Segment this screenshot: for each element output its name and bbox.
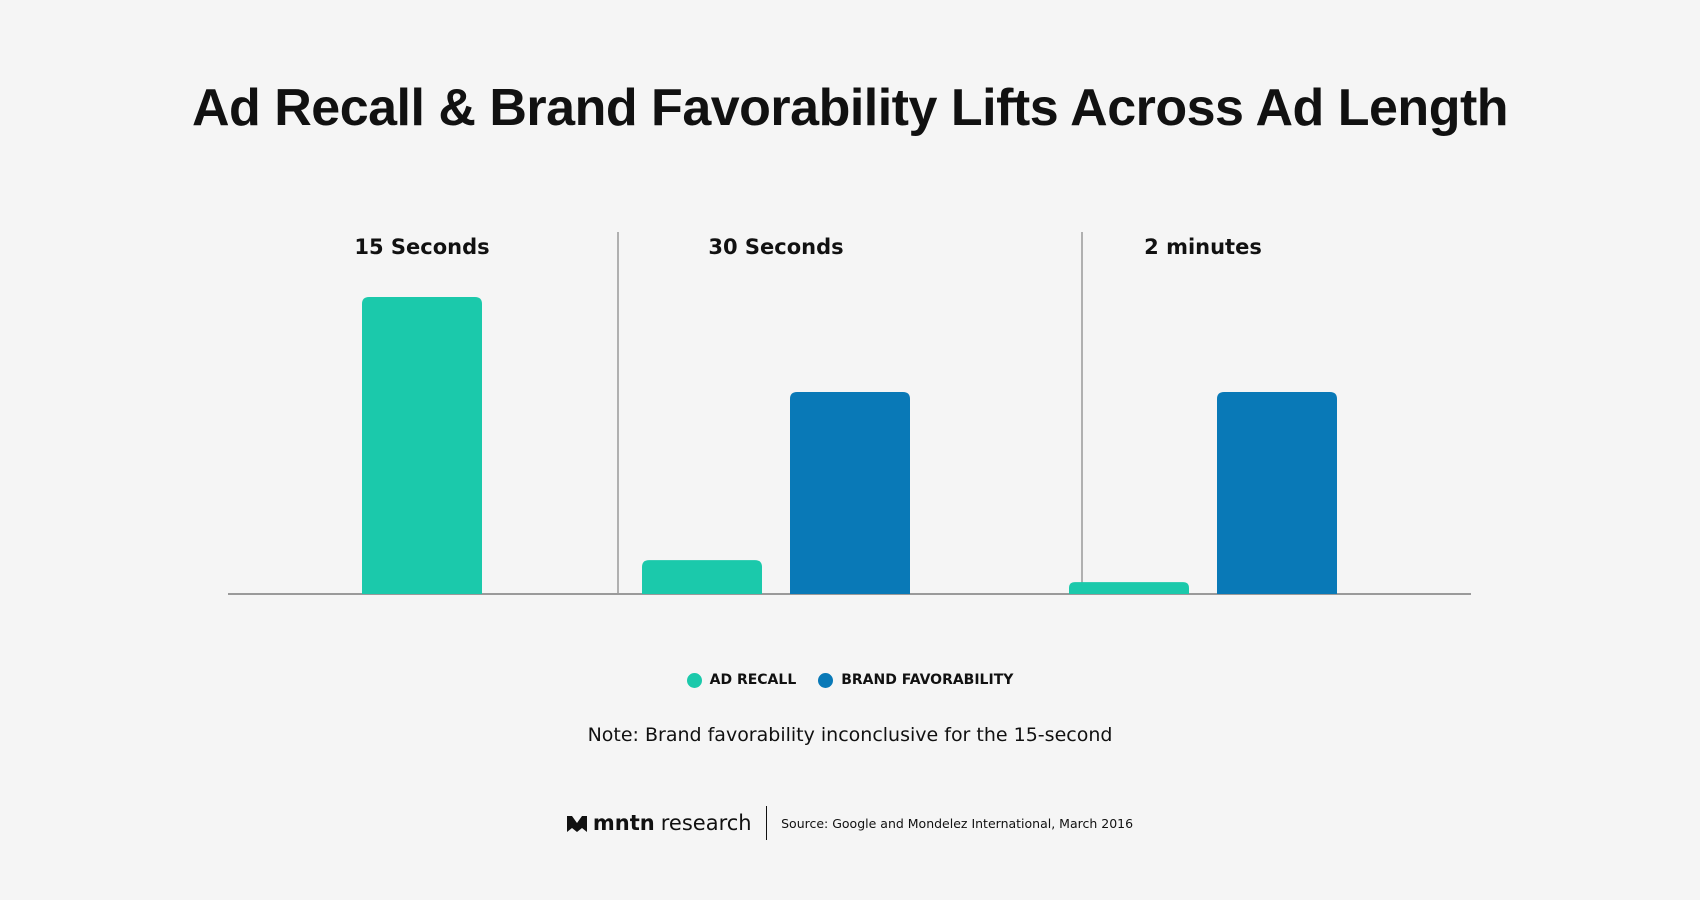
bar-brand-favorability bbox=[1217, 392, 1337, 594]
legend-label: BRAND FAVORABILITY bbox=[841, 672, 1014, 688]
brand-name: mntn bbox=[592, 811, 655, 835]
legend-label: AD RECALL bbox=[709, 672, 797, 688]
bar-ad-recall bbox=[642, 560, 762, 594]
mntn-logo-icon bbox=[566, 816, 587, 832]
legend-item-ad-recall: AD RECALL bbox=[686, 672, 797, 688]
legend: AD RECALL BRAND FAVORABILITY bbox=[0, 672, 1700, 688]
footer: mntn research Source: Google and Mondele… bbox=[0, 806, 1700, 840]
mntn-logo: mntn research bbox=[566, 811, 766, 835]
chart-title: Ad Recall & Brand Favorability Lifts Acr… bbox=[191, 79, 1509, 137]
category-label: 15 Seconds bbox=[354, 235, 489, 259]
bar-ad-recall bbox=[362, 297, 482, 594]
legend-dot-ad-recall bbox=[686, 672, 702, 688]
legend-item-brand-favorability: BRAND FAVORABILITY bbox=[818, 672, 1013, 688]
legend-dot-brand-favorability bbox=[818, 672, 834, 688]
bar-brand-favorability bbox=[790, 392, 910, 594]
bar-ad-recall bbox=[1069, 582, 1189, 594]
category-label: 2 minutes bbox=[1144, 235, 1262, 259]
brand-suffix: research bbox=[660, 811, 752, 835]
category-label: 30 Seconds bbox=[708, 235, 843, 259]
source-text: Source: Google and Mondelez Internationa… bbox=[781, 815, 1134, 831]
chart-note: Note: Brand favorability inconclusive fo… bbox=[587, 724, 1113, 746]
footer-divider bbox=[765, 806, 768, 840]
bar-chart: 15 Seconds 30 Seconds 2 minutes bbox=[228, 232, 1471, 595]
